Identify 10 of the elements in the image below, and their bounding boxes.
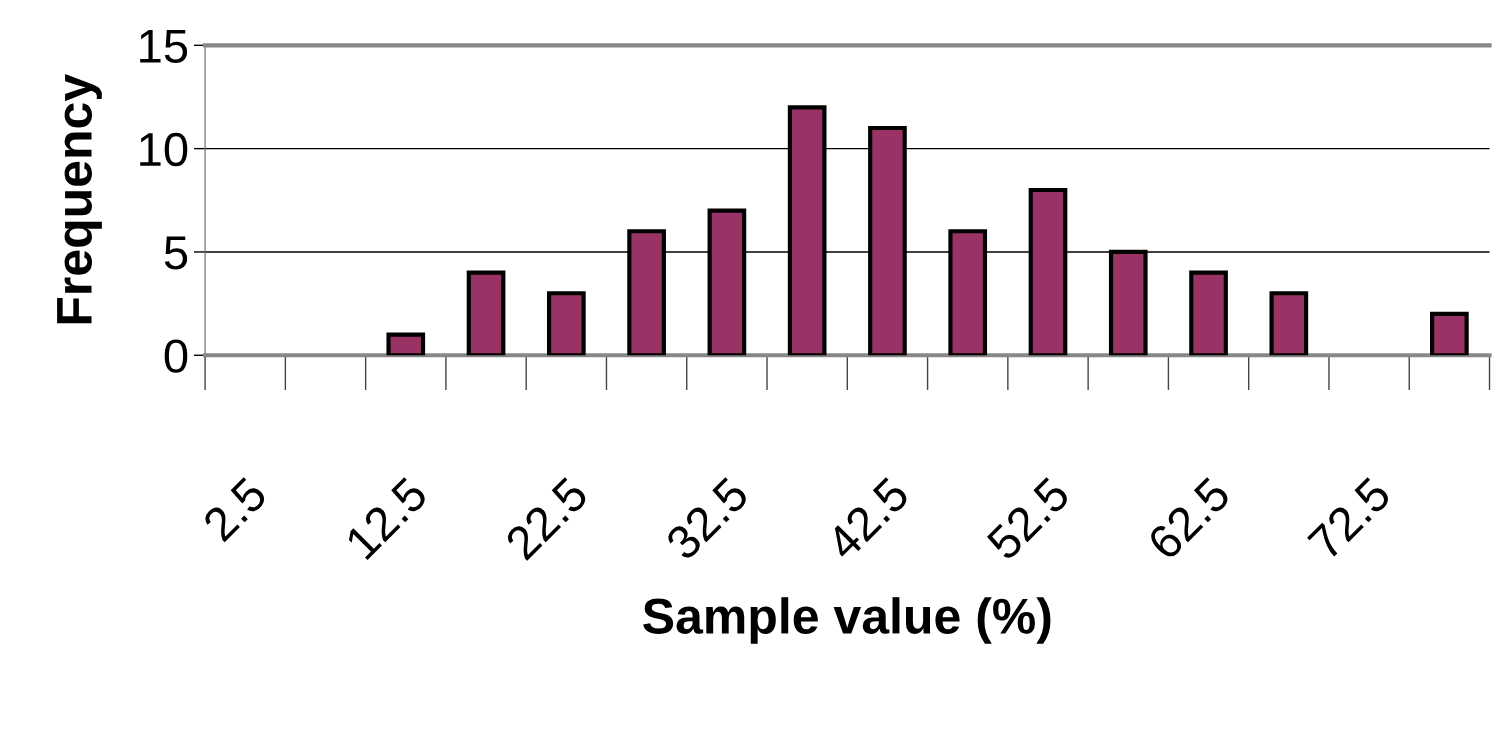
x-axis-title: Sample value (%) xyxy=(643,597,1051,644)
x-tick-label: 72.5 xyxy=(1306,475,1393,562)
x-tick-label: 2.5 xyxy=(201,475,269,543)
y-tick-label: 5 xyxy=(164,236,188,270)
x-tick-label: 62.5 xyxy=(1146,475,1232,562)
y-tick-label: 10 xyxy=(140,132,188,167)
y-tick-label: 0 xyxy=(164,339,188,373)
x-tick-label: 42.5 xyxy=(824,475,911,563)
y-axis-title: Frequency xyxy=(57,74,102,324)
y-tick-label: 15 xyxy=(140,29,188,63)
